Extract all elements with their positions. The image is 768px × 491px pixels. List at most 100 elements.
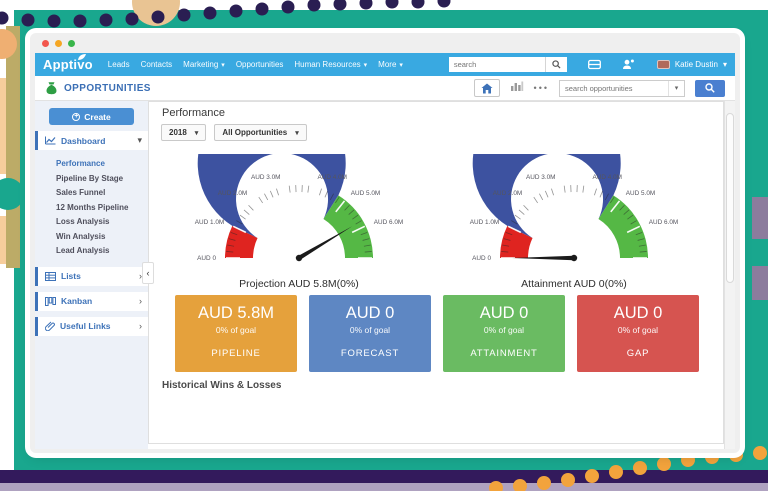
caret-down-icon: ▾ (399, 61, 403, 69)
sidebar-item-kanban[interactable]: Kanban › (35, 291, 148, 311)
svg-text:AUD 1.0M: AUD 1.0M (470, 219, 499, 226)
nav-item-more[interactable]: More ▾ (378, 60, 403, 69)
purple-strip-decor (0, 470, 768, 483)
more-options-button[interactable]: ••• (533, 83, 549, 93)
sidebar-item-lead-analysis[interactable]: Lead Analysis (56, 246, 110, 255)
main-content: Performance 2018 ▾ All Opportunities ▾ A… (148, 101, 724, 444)
nav-item-marketing[interactable]: Marketing ▾ (183, 60, 225, 69)
user-name: Katie Dustin (674, 60, 718, 69)
global-search (448, 57, 567, 72)
user-menu[interactable]: Katie Dustin ▾ (656, 60, 727, 69)
sidebar-collapse-handle[interactable]: ‹ (142, 262, 154, 284)
kpi-subtitle: 0% of goal (617, 325, 659, 335)
caret-down-icon: ▾ (194, 129, 199, 137)
page-title: Performance (162, 107, 225, 119)
gauge-chart: AUD 0 AUD 1.0M AUD 2.0M AUD 3.0M AUD 4.0M AUD… (464, 102, 684, 277)
bar-chart-icon (510, 81, 523, 91)
window-close-button[interactable] (42, 39, 49, 47)
sidebar: + Create Dashboard ▾ Performance Pipelin… (35, 101, 148, 449)
svg-text:AUD 3.0M: AUD 3.0M (526, 174, 555, 181)
kpi-subtitle: 0% of goal (483, 325, 525, 335)
kpi-card-gap: AUD 0 0% of goal GAP (577, 295, 699, 372)
year-filter-dropdown[interactable]: 2018 ▾ (161, 124, 207, 141)
dashboard-submenu: Performance Pipeline By Stage Sales Funn… (35, 150, 148, 261)
sidebar-item-performance[interactable]: Performance (56, 159, 105, 168)
historical-section-title: Historical Wins & Losses (162, 380, 282, 391)
caret-down-icon: ▾ (221, 61, 225, 69)
person-icon (622, 59, 634, 69)
money-bag-icon (46, 82, 57, 95)
sidebar-item-win-analysis[interactable]: Win Analysis (56, 231, 106, 241)
kpi-subtitle: 0% of goal (215, 325, 257, 335)
kpi-cards-row: AUD 5.8M 0% of goal PIPELINE AUD 0 0% of… (175, 295, 699, 372)
create-button[interactable]: + Create (49, 108, 134, 125)
kpi-label: GAP (626, 348, 650, 359)
briefcase-icon (587, 59, 601, 70)
kpi-subtitle: 0% of goal (349, 325, 391, 335)
sidebar-item-pipeline-by-stage[interactable]: Pipeline By Stage (56, 173, 124, 183)
nav-item-human-resources[interactable]: Human Resources ▾ (294, 60, 368, 69)
app-title: OPPORTUNITIES (64, 82, 151, 94)
search-icon (705, 83, 715, 93)
sidebar-item-sales-funnel[interactable]: Sales Funnel (56, 188, 106, 197)
sidebar-item-dashboard[interactable]: Dashboard ▾ (35, 131, 148, 150)
opportunities-search: ▾ (559, 79, 685, 97)
top-navbar: Apptivo Leads Contacts Marketing ▾ Opport… (35, 53, 735, 76)
window-zoom-button[interactable] (68, 39, 75, 47)
apps-menu-button[interactable] (587, 59, 601, 70)
sidebar-item-12-months-pipeline[interactable]: 12 Months Pipeline (56, 202, 129, 212)
app-window: Apptivo Leads Contacts Marketing ▾ Opport… (30, 33, 740, 453)
sidebar-item-lists[interactable]: Lists › (35, 266, 148, 286)
notifications-button[interactable] (622, 59, 634, 70)
kanban-icon (45, 296, 56, 306)
svg-text:AUD 3.0M: AUD 3.0M (251, 174, 280, 181)
nav-item-opportunities[interactable]: Opportunities (235, 60, 284, 69)
gauge-caption: Projection AUD 5.8M(0%) (239, 278, 359, 290)
global-search-input[interactable] (448, 57, 545, 72)
kpi-label: ATTAINMENT (470, 348, 538, 359)
scrollbar-thumb[interactable] (726, 113, 734, 283)
global-search-button[interactable] (544, 57, 567, 72)
kpi-value: AUD 0 (345, 304, 395, 322)
svg-text:AUD 0: AUD 0 (197, 255, 216, 262)
lavender-strip-decor (0, 483, 768, 491)
khaki-bar-decor (6, 26, 20, 268)
caret-down-icon: ▾ (295, 129, 299, 137)
nav-item-contacts[interactable]: Contacts (140, 60, 173, 69)
opportunities-search-button[interactable] (695, 79, 725, 97)
apptivo-logo[interactable]: Apptivo (43, 54, 93, 72)
sidebar-item-loss-analysis[interactable]: Loss Analysis (56, 217, 110, 226)
leaf-icon (78, 54, 86, 60)
mauve-square-decor (752, 266, 768, 300)
attainment-gauge: AUD 0 AUD 1.0M AUD 2.0M AUD 3.0M AUD 4.0M AUD… (464, 102, 684, 290)
window-body: + Create Dashboard ▾ Performance Pipelin… (35, 101, 735, 449)
scope-filter-dropdown[interactable]: All Opportunities ▾ (214, 124, 307, 141)
orange-circle-decor (0, 29, 17, 59)
opportunities-search-input[interactable] (560, 80, 668, 96)
table-icon (45, 271, 56, 281)
paperclip-icon (45, 321, 55, 331)
chart-view-button[interactable] (510, 79, 524, 97)
svg-text:AUD 2.0M: AUD 2.0M (493, 190, 522, 197)
window-titlebar (30, 33, 740, 53)
caret-down-icon: ▾ (722, 60, 727, 69)
svg-text:AUD 6.0M: AUD 6.0M (374, 219, 403, 226)
svg-text:AUD 6.0M: AUD 6.0M (649, 219, 678, 226)
chevron-right-icon: › (139, 271, 142, 281)
window-minimize-button[interactable] (55, 39, 62, 47)
sidebar-item-useful-links[interactable]: Useful Links › (35, 316, 148, 336)
home-button[interactable] (473, 79, 500, 97)
nav-item-leads[interactable]: Leads (107, 60, 130, 69)
filters-row: 2018 ▾ All Opportunities ▾ (161, 124, 307, 141)
mauve-square-decor (752, 197, 768, 239)
svg-text:AUD 5.0M: AUD 5.0M (351, 190, 380, 197)
plus-icon: + (72, 112, 81, 121)
chevron-right-icon: › (139, 296, 142, 306)
scrollbar[interactable] (724, 101, 735, 449)
chevron-right-icon: › (139, 321, 142, 331)
app-toolbar: OPPORTUNITIES ••• ▾ (35, 76, 735, 101)
search-scope-dropdown[interactable]: ▾ (668, 80, 684, 96)
toolbar-right-group: ••• ▾ (473, 79, 725, 97)
caret-down-icon: ▾ (137, 135, 142, 145)
